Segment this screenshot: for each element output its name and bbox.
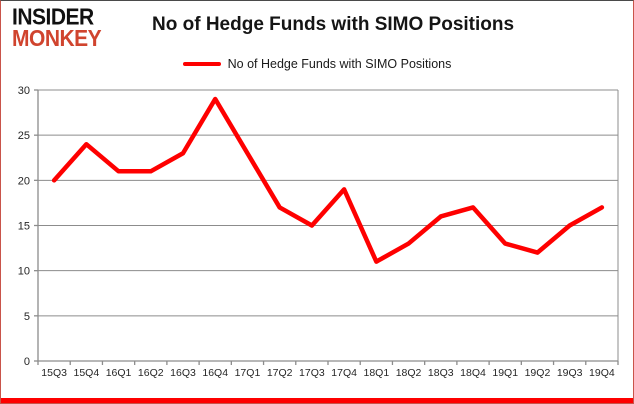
y-tick-label: 25	[18, 130, 30, 142]
logo-text-monkey: MONKEY	[12, 26, 102, 52]
x-tick-label: 19Q3	[557, 367, 583, 379]
x-tick-label: 19Q2	[525, 367, 551, 379]
x-tick-label: 16Q1	[106, 367, 132, 379]
y-tick-label: 5	[24, 311, 30, 323]
x-tick-label: 18Q2	[396, 367, 422, 379]
y-tick-label: 20	[18, 175, 30, 187]
x-tick-label: 16Q3	[170, 367, 196, 379]
logo-text-insider: INSIDER	[12, 4, 94, 30]
y-tick-label: 0	[24, 356, 30, 368]
chart-title: No of Hedge Funds with SIMO Positions	[152, 14, 515, 35]
y-tick-label: 10	[18, 266, 30, 278]
x-tick-label: 16Q4	[202, 367, 228, 379]
x-tick-label: 19Q1	[492, 367, 518, 379]
x-tick-label: 16Q2	[138, 367, 164, 379]
legend: No of Hedge Funds with SIMO Positions	[1, 57, 633, 71]
insider-monkey-logo: INSIDER MONKEY	[12, 4, 102, 52]
x-tick-label: 18Q3	[428, 367, 454, 379]
x-tick-label: 17Q3	[299, 367, 325, 379]
legend-label: No of Hedge Funds with SIMO Positions	[227, 57, 452, 71]
x-tick-label: 15Q4	[73, 367, 99, 379]
x-tick-label: 15Q3	[41, 367, 67, 379]
x-tick-label: 19Q4	[589, 367, 615, 379]
legend-line-swatch	[182, 62, 221, 66]
series-line	[51, 96, 605, 264]
x-tick-label: 17Q1	[235, 367, 261, 379]
y-tick-label: 15	[18, 221, 30, 233]
x-tick-label: 17Q4	[331, 367, 357, 379]
x-tick-label: 17Q2	[267, 367, 293, 379]
x-tick-label: 18Q1	[363, 367, 389, 379]
y-tick-label: 30	[18, 85, 30, 97]
x-tick-label: 18Q4	[460, 367, 486, 379]
bottom-accent-bar	[1, 398, 633, 403]
